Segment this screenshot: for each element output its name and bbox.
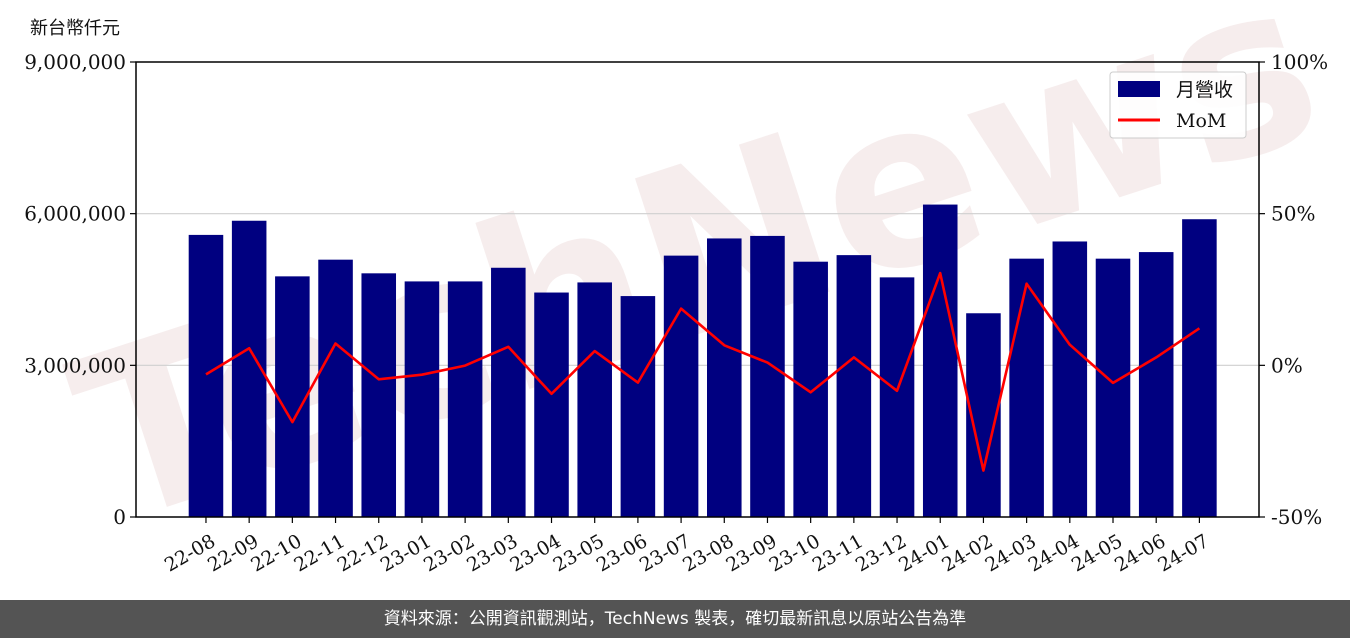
bar-23-03 bbox=[491, 267, 526, 517]
bar-23-05 bbox=[577, 282, 612, 517]
right-tick-label: 0% bbox=[1271, 353, 1303, 377]
left-tick-label: 0 bbox=[113, 505, 126, 529]
left-tick-label: 6,000,000 bbox=[24, 202, 126, 226]
bar-23-07 bbox=[663, 255, 699, 517]
mom-line bbox=[205, 271, 1201, 472]
bar-23-01 bbox=[404, 281, 440, 517]
revenue-chart: TechNews 03,000,0006,000,0009,000,000-50… bbox=[24, 0, 1347, 577]
x-tick-label-24-07: 24-07 bbox=[1154, 530, 1212, 576]
legend-line-label: MoM bbox=[1176, 110, 1226, 132]
bar-23-11 bbox=[836, 255, 872, 517]
bar-24-04 bbox=[1052, 241, 1088, 517]
legend-bar-label: 月營收 bbox=[1176, 79, 1233, 101]
bar-24-01 bbox=[922, 204, 958, 518]
source-footer: 資料來源：公開資訊觀測站，TechNews 製表，確切最新訊息以原站公告為準 bbox=[0, 600, 1350, 638]
y-axis-unit-label: 新台幣仟元 bbox=[30, 18, 120, 39]
bar-23-09 bbox=[750, 235, 785, 517]
bars bbox=[188, 204, 1217, 518]
bar-23-08 bbox=[707, 238, 742, 517]
bar-24-07 bbox=[1182, 219, 1217, 517]
bar-24-05 bbox=[1095, 258, 1131, 517]
legend-bar-swatch bbox=[1118, 81, 1160, 97]
bar-24-03 bbox=[1009, 258, 1044, 517]
bar-22-08 bbox=[188, 234, 224, 517]
bar-23-12 bbox=[879, 277, 915, 517]
plot-frame bbox=[135, 61, 1260, 518]
left-tick-label: 3,000,000 bbox=[24, 353, 126, 377]
legend: 月營收 MoM bbox=[1109, 71, 1247, 139]
bar-23-04 bbox=[534, 292, 569, 517]
right-tick-label: -50% bbox=[1271, 505, 1322, 529]
right-tick-label: 50% bbox=[1271, 202, 1315, 226]
bar-22-10 bbox=[275, 276, 310, 517]
bar-22-11 bbox=[318, 259, 353, 517]
bar-24-06 bbox=[1138, 252, 1174, 518]
bar-23-10 bbox=[793, 261, 828, 517]
right-tick-label: 100% bbox=[1271, 50, 1328, 74]
left-tick-label: 9,000,000 bbox=[24, 50, 126, 74]
bar-22-12 bbox=[361, 273, 397, 517]
mom-line-path bbox=[205, 271, 1201, 472]
bar-23-02 bbox=[447, 281, 483, 517]
bar-23-06 bbox=[620, 296, 656, 517]
